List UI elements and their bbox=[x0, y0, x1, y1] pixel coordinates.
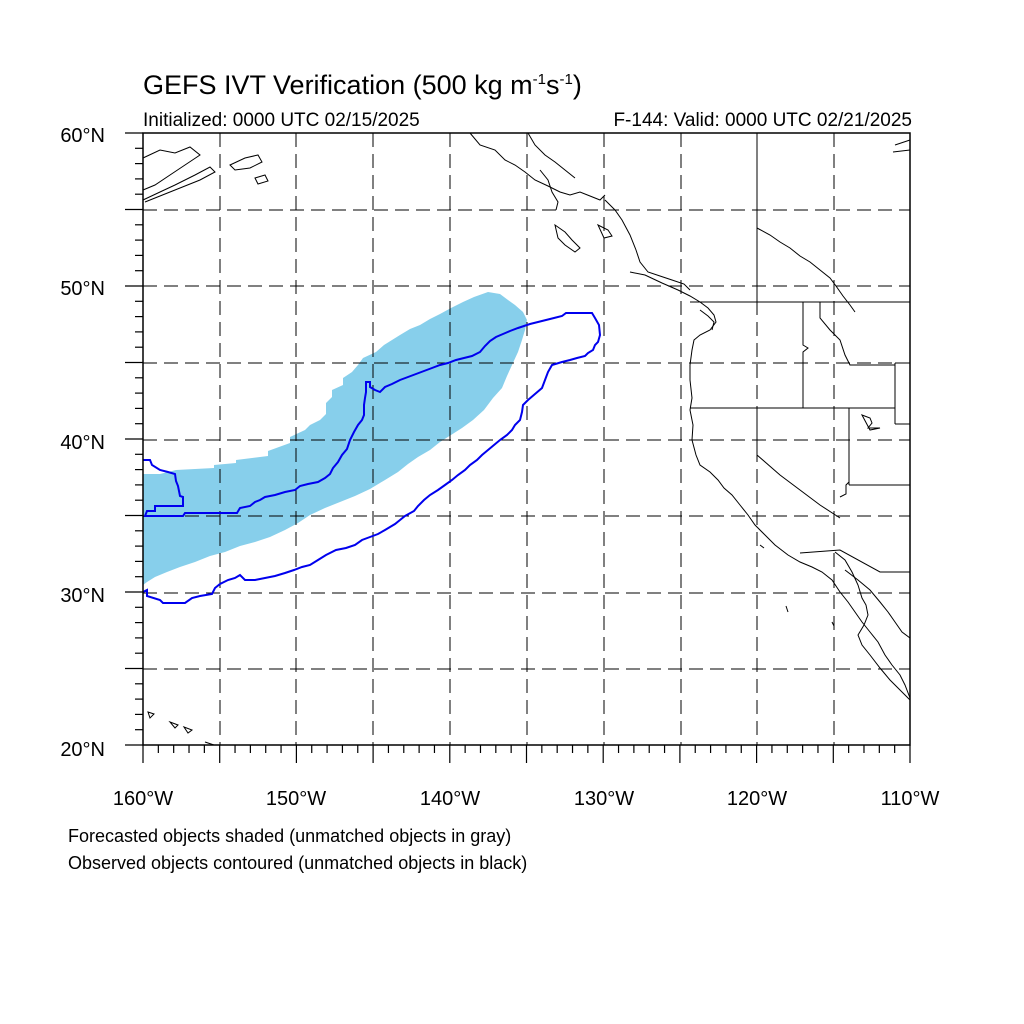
lon-label-120w: 120°W bbox=[727, 788, 787, 810]
forecast-object-fill bbox=[143, 292, 527, 585]
lon-label-130w: 130°W bbox=[574, 788, 634, 810]
lon-label-140w: 140°W bbox=[420, 788, 480, 810]
lon-label-150w: 150°W bbox=[266, 788, 326, 810]
lat-label-50n: 50°N bbox=[60, 278, 105, 300]
coastlines bbox=[142, 132, 911, 746]
lat-label-20n: 20°N bbox=[60, 739, 105, 761]
lat-labels: 20°N 30°N 40°N 50°N 60°N bbox=[60, 125, 105, 761]
gridlines bbox=[143, 133, 910, 745]
lon-label-160w: 160°W bbox=[113, 788, 173, 810]
lat-label-40n: 40°N bbox=[60, 432, 105, 454]
lat-label-60n: 60°N bbox=[60, 125, 105, 147]
caption-observed: Observed objects contoured (unmatched ob… bbox=[68, 853, 528, 873]
chart-title: GEFS IVT Verification (500 kg m-1s-1) bbox=[143, 70, 582, 100]
lon-label-110w: 110°W bbox=[881, 788, 940, 810]
initialized-label: Initialized: 0000 UTC 02/15/2025 bbox=[143, 110, 420, 131]
lon-labels: 160°W 150°W 140°W 130°W 120°W 110°W bbox=[113, 788, 940, 810]
lat-label-30n: 30°N bbox=[60, 585, 105, 607]
political-boundaries bbox=[690, 133, 910, 573]
caption-forecast: Forecasted objects shaded (unmatched obj… bbox=[68, 826, 512, 846]
valid-time-label: F-144: Valid: 0000 UTC 02/21/2025 bbox=[613, 110, 912, 131]
observed-object-contour bbox=[142, 312, 602, 604]
axis-ticks bbox=[125, 132, 911, 763]
